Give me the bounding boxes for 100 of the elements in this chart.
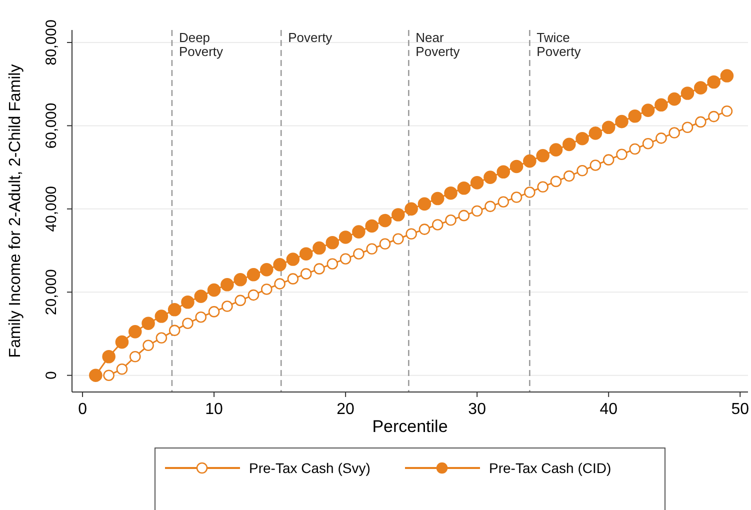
y-tick-label: 60,000: [43, 102, 60, 149]
point: [314, 263, 325, 274]
point: [668, 127, 680, 138]
x-axis-title: Percentile: [372, 417, 448, 436]
point: [102, 350, 116, 364]
point: [208, 306, 220, 318]
point: [352, 225, 366, 238]
point: [445, 214, 456, 226]
point: [510, 160, 524, 174]
point: [695, 116, 706, 128]
point: [629, 143, 641, 155]
legend-label: Pre-Tax Cash (Svy): [249, 460, 370, 476]
point: [220, 278, 234, 292]
point: [496, 165, 510, 179]
point: [234, 273, 247, 286]
ref-line-label: Poverty: [288, 30, 333, 45]
point: [89, 368, 102, 382]
point: [286, 252, 300, 266]
x-tick-label: 20: [336, 401, 355, 418]
point: [129, 350, 141, 362]
point: [168, 324, 180, 336]
point: [182, 318, 194, 329]
point: [563, 170, 575, 182]
point: [430, 192, 444, 206]
point: [471, 205, 483, 217]
x-tick-label: 30: [468, 401, 486, 418]
x-tick-label: 10: [205, 401, 224, 418]
point: [498, 196, 510, 208]
legend-label: Pre-Tax Cash (CID): [489, 460, 612, 476]
y-axis-title: Family Income for 2-Adult, 2-Child Family: [7, 64, 24, 358]
y-tick-label: 80,000: [43, 20, 60, 66]
point: [154, 310, 168, 323]
point: [694, 81, 708, 94]
point: [248, 289, 260, 301]
point: [576, 164, 588, 176]
point: [260, 284, 272, 295]
y-tick-label: 40,000: [43, 186, 60, 232]
point: [588, 126, 602, 140]
point: [207, 283, 221, 297]
point: [326, 236, 340, 250]
point: [353, 248, 364, 260]
point: [103, 370, 114, 382]
point: [299, 247, 313, 261]
point: [300, 268, 312, 280]
point: [576, 132, 589, 146]
point: [260, 263, 274, 276]
point: [484, 200, 496, 212]
point: [602, 120, 616, 134]
x-tick-label: 50: [731, 401, 750, 418]
point: [457, 181, 471, 195]
point: [628, 109, 642, 123]
point: [392, 208, 405, 222]
point: [458, 210, 470, 222]
point: [523, 154, 536, 168]
x-tick-label: 40: [600, 401, 618, 418]
point: [510, 192, 522, 203]
point: [365, 219, 379, 233]
point: [115, 335, 129, 349]
point: [708, 110, 720, 122]
point: [707, 75, 720, 89]
point: [366, 243, 378, 255]
point: [378, 214, 392, 228]
point: [406, 228, 417, 240]
point: [392, 233, 404, 245]
point: [537, 181, 548, 193]
point: [418, 224, 430, 235]
point: [642, 138, 654, 150]
point: [222, 300, 233, 312]
point: [194, 290, 208, 303]
point: [562, 138, 576, 152]
point: [379, 238, 391, 250]
point: [721, 105, 733, 117]
y-tick-label: 20,000: [43, 269, 60, 316]
point: [549, 143, 563, 156]
point: [615, 114, 628, 128]
point: [444, 186, 458, 200]
point: [668, 92, 681, 106]
point: [312, 241, 326, 255]
point: [181, 295, 194, 309]
x-tick-label: 0: [78, 401, 88, 418]
point: [340, 253, 352, 264]
point: [234, 294, 246, 306]
point: [274, 278, 286, 290]
ref-line-label: Deep Poverty: [178, 30, 224, 59]
point: [641, 104, 655, 117]
point: [116, 363, 128, 375]
point: [142, 340, 154, 352]
point: [616, 148, 628, 160]
point: [404, 202, 418, 216]
point: [287, 273, 299, 284]
point: [418, 197, 432, 211]
point: [550, 176, 562, 188]
point: [470, 176, 484, 190]
point: [602, 154, 614, 166]
y-tick-label: 0: [43, 371, 60, 380]
point: [168, 302, 182, 316]
point: [484, 170, 497, 184]
point: [142, 316, 155, 330]
point: [128, 325, 142, 338]
point: [246, 268, 260, 282]
